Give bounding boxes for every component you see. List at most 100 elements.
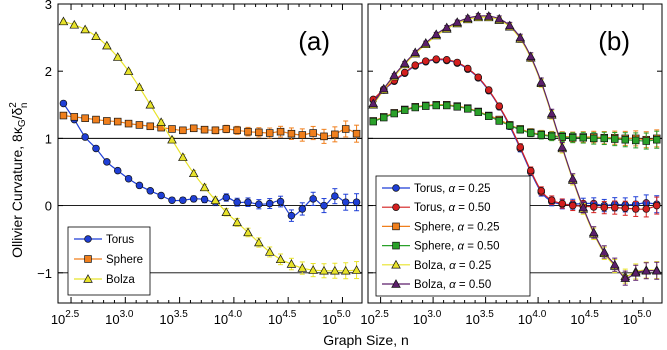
data-point	[411, 61, 420, 69]
x-tick-base: 10	[322, 312, 336, 327]
data-point	[134, 82, 145, 92]
data-point	[264, 247, 275, 256]
data-point	[308, 265, 318, 274]
data-point	[135, 121, 144, 129]
data-point	[600, 134, 608, 143]
data-point	[474, 73, 483, 81]
data-point	[58, 16, 69, 26]
data-point	[351, 265, 362, 274]
x-tick-exponent: 3.0	[427, 309, 441, 320]
legend-label-alpha-value: 0.25	[468, 183, 490, 195]
data-point	[309, 129, 317, 137]
data-point	[91, 31, 101, 40]
data-point	[244, 198, 252, 206]
data-point	[123, 66, 134, 75]
data-point	[652, 135, 661, 144]
legend: Torus Sphere Bolza	[67, 226, 151, 296]
x-tick-base: 10	[570, 312, 584, 327]
data-point	[589, 203, 598, 211]
data-point	[200, 195, 209, 204]
y-axis-label-sub2: n	[19, 103, 30, 109]
data-point	[179, 126, 187, 135]
data-point	[167, 134, 177, 144]
legend-label-sep: ,	[442, 183, 448, 195]
series-bolza-0-50	[368, 11, 662, 286]
data-point	[297, 263, 308, 272]
data-point	[642, 205, 650, 213]
legend-label-shape: Sphere	[414, 241, 451, 253]
data-point	[124, 174, 133, 183]
data-point	[443, 101, 451, 110]
x-tick-base: 10	[51, 312, 65, 327]
plot-frame	[367, 3, 663, 304]
legend-label-shape: Sphere	[414, 221, 451, 233]
x-tick-label: 102.5	[51, 309, 80, 327]
legend-label-alpha-symbol: α	[449, 260, 456, 272]
x-tick-label: 104.0	[518, 309, 547, 327]
data-point	[320, 132, 328, 141]
data-point	[504, 20, 515, 30]
data-point	[341, 125, 350, 133]
legend-box	[67, 226, 151, 296]
legend-label-equals: =	[455, 202, 468, 214]
data-point	[320, 201, 328, 210]
data-point	[557, 142, 568, 151]
data-point	[558, 199, 566, 208]
x-tick-exponent: 4.5	[585, 309, 599, 320]
data-point	[255, 200, 263, 208]
y-axis-label-sub1: G	[17, 119, 28, 127]
data-point	[179, 196, 187, 204]
data-point	[287, 129, 296, 138]
legend-label-sep: ,	[451, 221, 457, 233]
data-point	[319, 265, 329, 275]
legend-item: Torus, α = 0.50	[382, 202, 491, 214]
data-point	[380, 113, 388, 122]
data-point	[232, 217, 242, 227]
data-point	[103, 117, 111, 125]
data-point	[537, 187, 545, 195]
data-point	[81, 133, 89, 141]
data-point	[59, 111, 68, 120]
data-point	[536, 77, 547, 86]
data-point	[642, 137, 650, 145]
y-axis-label: Ollivier Curvature, 8κG/δ2n	[8, 102, 30, 258]
x-tick-exponent: 5.0	[337, 309, 351, 320]
y-axis-label-slash: /δ	[9, 107, 25, 119]
data-point	[641, 265, 652, 275]
data-point	[631, 205, 640, 213]
data-point	[567, 173, 578, 183]
data-point	[537, 131, 545, 139]
legend-item: Sphere	[74, 254, 143, 266]
data-point	[485, 86, 493, 94]
legend-box	[375, 175, 531, 297]
data-point	[515, 32, 526, 42]
data-point	[287, 211, 296, 220]
panel-label: (a)	[298, 26, 330, 56]
data-point	[275, 254, 286, 264]
data-point	[276, 197, 285, 206]
legend-label-alpha-value: 0.50	[468, 202, 490, 214]
x-tick-exponent: 3.0	[120, 309, 134, 320]
x-tick-label: 104.5	[570, 309, 599, 327]
data-point	[485, 112, 493, 120]
x-axis-label: Graph Size, n	[323, 332, 409, 348]
data-point	[298, 131, 307, 139]
data-point	[578, 202, 589, 212]
x-tick-label: 103.5	[465, 309, 494, 327]
data-point	[443, 56, 451, 64]
data-point	[298, 205, 307, 213]
x-tick-base: 10	[159, 312, 173, 327]
data-point	[168, 125, 176, 133]
data-point	[168, 196, 176, 204]
data-point	[135, 181, 144, 190]
legend-label: Sphere, α = 0.50	[414, 241, 500, 253]
data-point	[331, 192, 339, 200]
data-point	[422, 102, 430, 110]
x-tick-label: 105.0	[623, 309, 652, 327]
data-point	[432, 55, 441, 63]
data-point	[462, 13, 473, 22]
data-point	[610, 135, 619, 143]
data-point	[146, 187, 155, 195]
legend-label-equals: =	[455, 183, 468, 195]
